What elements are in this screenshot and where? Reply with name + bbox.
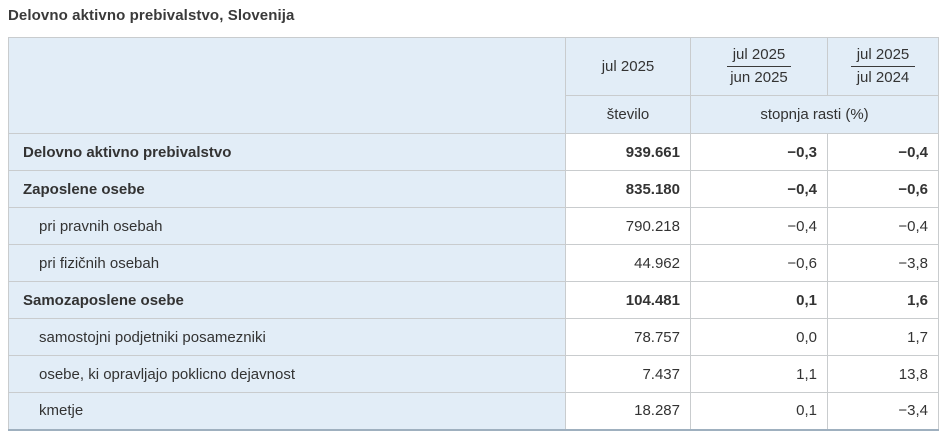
row-value-month-growth: −0,3 <box>690 133 828 171</box>
row-value-month-growth: 0,0 <box>690 318 828 356</box>
page-title: Delovno aktivno prebivalstvo, Slovenija <box>8 7 295 24</box>
row-label: Zaposlene osebe <box>8 170 566 208</box>
row-label: pri fizičnih osebah <box>8 244 566 282</box>
col-header-year-on-year: jul 2025 jul 2024 <box>827 37 939 96</box>
row-value-count: 939.661 <box>565 133 691 171</box>
period-header-row: jul 2025 jul 2025 jun 2025 jul 2025 jul … <box>8 37 939 134</box>
col-header-period: jul 2025 <box>565 37 691 96</box>
period-ratio: jul 2025 jun 2025 <box>726 46 792 88</box>
row-value-count: 18.287 <box>565 392 691 430</box>
row-value-count: 7.437 <box>565 355 691 393</box>
table-row: pri pravnih osebah 790.218 −0,4 −0,4 <box>8 207 939 245</box>
period-label: jul 2025 <box>601 58 655 75</box>
row-label: kmetje <box>8 392 566 430</box>
table-header: jul 2025 jul 2025 jun 2025 jul 2025 jul … <box>8 37 939 134</box>
row-value-year-growth: −0,6 <box>827 170 939 208</box>
table-row: kmetje 18.287 0,1 −3,4 <box>8 392 939 430</box>
row-value-month-growth: −0,4 <box>690 207 828 245</box>
table-row: Delovno aktivno prebivalstvo 939.661 −0,… <box>8 133 939 171</box>
row-value-month-growth: 0,1 <box>690 281 828 319</box>
row-label: pri pravnih osebah <box>8 207 566 245</box>
table-row: osebe, ki opravljajo poklicno dejavnost … <box>8 355 939 393</box>
row-value-month-growth: 1,1 <box>690 355 828 393</box>
measure-header-count: število <box>565 95 691 134</box>
row-value-year-growth: 1,7 <box>827 318 939 356</box>
row-value-count: 44.962 <box>565 244 691 282</box>
row-value-year-growth: −0,4 <box>827 207 939 245</box>
row-value-count: 104.481 <box>565 281 691 319</box>
row-value-year-growth: 1,6 <box>827 281 939 319</box>
row-value-count: 835.180 <box>565 170 691 208</box>
table-row: samostojni podjetniki posamezniki 78.757… <box>8 318 939 356</box>
row-value-month-growth: −0,6 <box>690 244 828 282</box>
ratio-numerator: jul 2025 <box>726 46 792 67</box>
table-row: Samozaposlene osebe 104.481 0,1 1,6 <box>8 281 939 319</box>
measure-header-growth: stopnja rasti (%) <box>690 95 939 134</box>
row-value-count: 78.757 <box>565 318 691 356</box>
ratio-denominator: jul 2024 <box>856 68 910 86</box>
row-label: Delovno aktivno prebivalstvo <box>8 133 566 171</box>
row-value-month-growth: 0,1 <box>690 392 828 430</box>
row-label: samostojni podjetniki posamezniki <box>8 318 566 356</box>
row-value-year-growth: −0,4 <box>827 133 939 171</box>
col-header-month-on-month: jul 2025 jun 2025 <box>690 37 828 96</box>
ratio-numerator: jul 2025 <box>850 46 916 67</box>
table-row: pri fizičnih osebah 44.962 −0,6 −3,8 <box>8 244 939 282</box>
statistics-table: jul 2025 jul 2025 jun 2025 jul 2025 jul … <box>8 37 939 431</box>
period-ratio: jul 2025 jul 2024 <box>850 46 916 88</box>
row-value-month-growth: −0,4 <box>690 170 828 208</box>
row-value-year-growth: −3,8 <box>827 244 939 282</box>
ratio-denominator: jun 2025 <box>730 68 788 86</box>
table-row: Zaposlene osebe 835.180 −0,4 −0,6 <box>8 170 939 208</box>
row-label: Samozaposlene osebe <box>8 281 566 319</box>
row-label: osebe, ki opravljajo poklicno dejavnost <box>8 355 566 393</box>
label-column-header <box>8 37 566 134</box>
row-value-year-growth: −3,4 <box>827 392 939 430</box>
row-value-count: 790.218 <box>565 207 691 245</box>
row-value-year-growth: 13,8 <box>827 355 939 393</box>
table-body: Delovno aktivno prebivalstvo 939.661 −0,… <box>8 133 939 430</box>
measure-header-row: število stopnja rasti (%) <box>9 95 939 134</box>
